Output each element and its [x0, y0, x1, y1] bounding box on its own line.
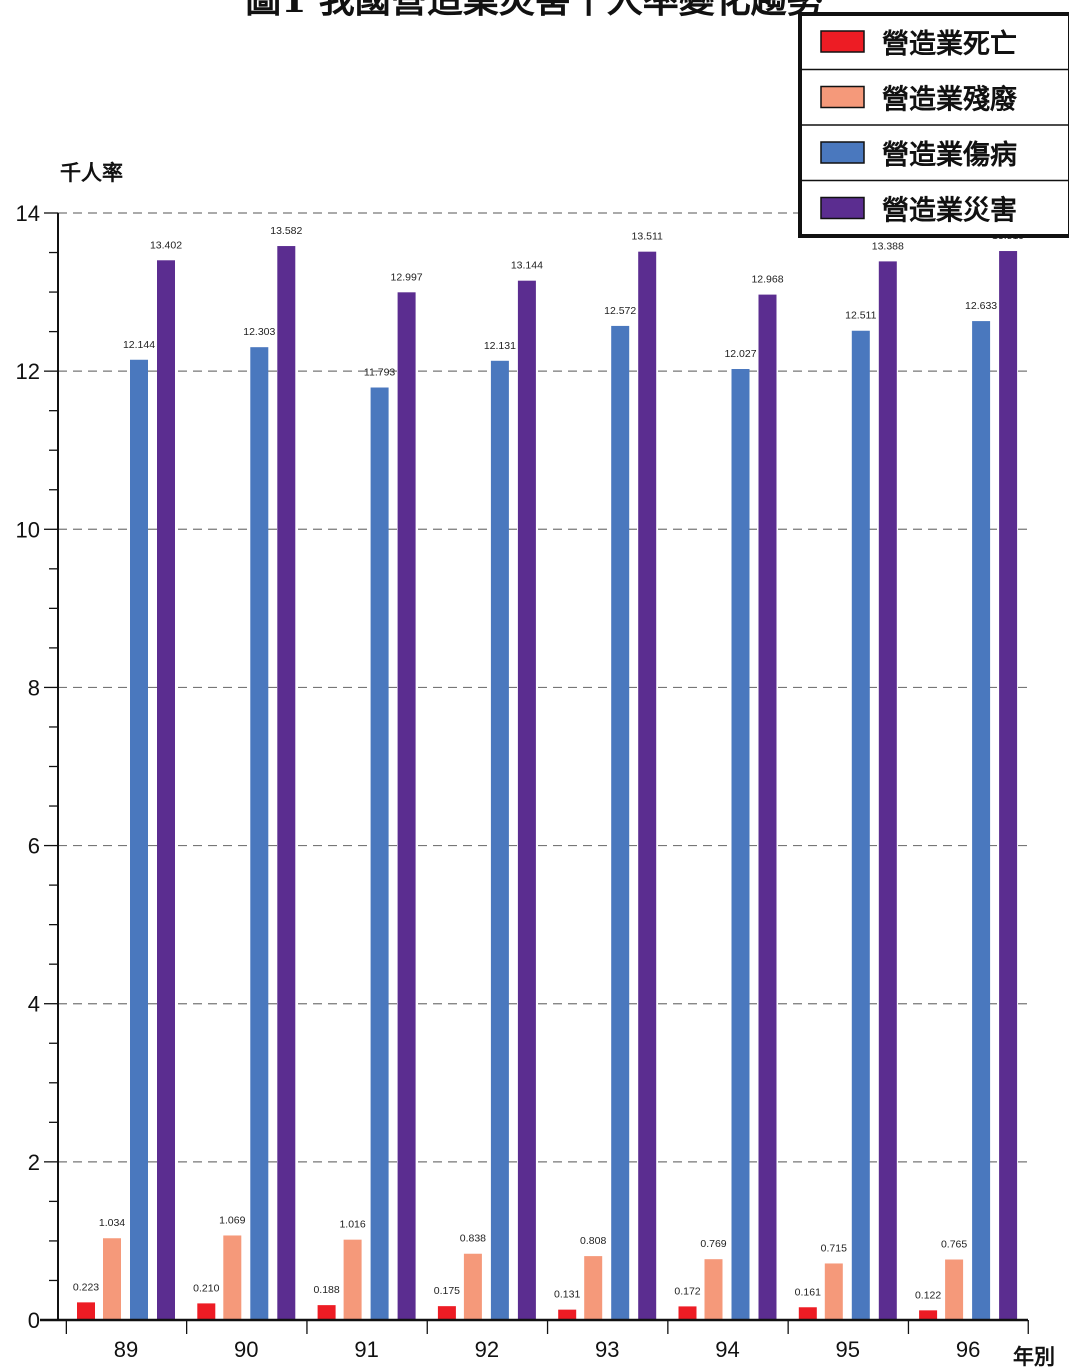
data-label-95-series-1: 0.161: [795, 1286, 821, 1298]
x-tick-label-89: 89: [114, 1337, 138, 1362]
bar-96-series-3: [972, 321, 991, 1320]
data-label-89-series-3: 12.144: [123, 339, 155, 351]
bar-94-series-2: [704, 1259, 723, 1320]
x-tick-label-94: 94: [715, 1337, 739, 1362]
data-label-94-series-1: 0.172: [674, 1285, 700, 1297]
data-label-92-series-1: 0.175: [434, 1285, 460, 1297]
gridlines: [58, 212, 1028, 1163]
bar-90-series-2: [223, 1235, 242, 1320]
legend-swatch-2: [820, 85, 865, 109]
data-label-94-series-4: 12.968: [751, 274, 783, 286]
data-label-94-series-2: 0.769: [700, 1238, 726, 1250]
bar-93-series-3: [611, 325, 630, 1320]
legend-swatch-1: [820, 30, 865, 53]
bar-92-series-1: [437, 1306, 456, 1320]
bar-91-series-3: [370, 387, 389, 1321]
bar-95-series-2: [824, 1263, 843, 1320]
bar-91-series-4: [397, 292, 416, 1321]
data-label-96-series-2: 0.765: [941, 1239, 967, 1251]
bar-89-series-1: [77, 1302, 95, 1320]
bar-92-series-3: [490, 360, 509, 1320]
y-axis-title: 千人率: [60, 160, 123, 185]
data-label-92-series-4: 13.144: [511, 260, 543, 272]
y-tick-label-0: 0: [28, 1308, 40, 1333]
bar-92-series-4: [517, 280, 536, 1320]
bar-92-series-2: [463, 1253, 482, 1320]
legend-label-1: 營造業死亡: [882, 29, 1017, 60]
legend-label-2: 營造業殘廢: [882, 84, 1018, 116]
bar-89-series-2: [103, 1238, 121, 1320]
bar-96-series-2: [945, 1259, 964, 1320]
bar-94-series-3: [731, 369, 750, 1320]
y-tick-label-4: 4: [28, 992, 40, 1017]
data-label-90-series-4: 13.582: [270, 225, 302, 237]
data-label-89-series-1: 0.223: [73, 1281, 99, 1293]
data-label-95-series-3: 12.511: [845, 310, 876, 322]
bar-96-series-1: [919, 1310, 938, 1320]
bar-94-series-4: [758, 294, 777, 1321]
bar-95-series-3: [851, 330, 870, 1320]
x-tick-label-91: 91: [354, 1337, 378, 1362]
data-label-93-series-2: 0.808: [580, 1235, 606, 1247]
value-labels: 0.223 0.210 0.188 0.175 0.131 0.172 0.161 0.122…: [73, 225, 1024, 1301]
y-tick-label-2: 2: [28, 1150, 40, 1175]
ticks: 0 2 4 6 8 10 12 14 89 90 91 92 93 94 95 96: [16, 201, 1029, 1362]
data-label-92-series-3: 12.131: [484, 340, 516, 352]
data-label-91-series-3: 11.793: [364, 367, 395, 379]
data-label-90-series-1: 0.210: [193, 1282, 219, 1294]
x-axis-title: 年別: [1013, 1344, 1055, 1369]
data-label-90-series-2: 1.069: [219, 1214, 245, 1226]
data-label-95-series-2: 0.715: [821, 1242, 847, 1254]
bar-90-series-4: [277, 246, 296, 1320]
bar-89-series-3: [130, 359, 148, 1320]
data-label-92-series-2: 0.838: [460, 1233, 486, 1245]
legend-label-3: 營造業傷病: [882, 140, 1017, 171]
data-label-89-series-2: 1.034: [99, 1217, 125, 1229]
bar-89-series-4: [157, 260, 175, 1321]
data-label-89-series-4: 13.402: [150, 239, 182, 251]
data-label-96-series-3: 12.633: [965, 300, 997, 312]
bar-93-series-4: [638, 251, 657, 1321]
bar-93-series-1: [558, 1309, 577, 1320]
chart-title: 圖1 我國營造業災害千人率變化趨勢: [245, 0, 823, 21]
y-tick-label-14: 14: [16, 201, 40, 226]
bars: [77, 246, 1018, 1321]
bar-91-series-2: [343, 1239, 362, 1320]
data-label-93-series-3: 12.572: [604, 305, 636, 317]
y-tick-label-6: 6: [28, 834, 40, 859]
y-tick-label-8: 8: [28, 675, 40, 700]
bar-93-series-2: [584, 1256, 603, 1320]
legend-swatch-3: [820, 141, 865, 164]
bar-94-series-1: [678, 1306, 697, 1320]
y-tick-label-12: 12: [16, 359, 40, 384]
data-label-93-series-4: 13.511: [632, 231, 663, 243]
data-label-94-series-3: 12.027: [724, 348, 756, 360]
data-label-95-series-4: 13.388: [872, 240, 904, 252]
data-label-93-series-1: 0.131: [554, 1289, 580, 1301]
bar-90-series-1: [197, 1303, 216, 1320]
data-label-90-series-3: 12.303: [243, 326, 275, 338]
data-label-91-series-4: 12.997: [391, 271, 423, 283]
x-tick-label-92: 92: [475, 1337, 499, 1362]
x-tick-label-96: 96: [956, 1337, 980, 1362]
bar-96-series-4: [999, 251, 1018, 1321]
data-label-96-series-1: 0.122: [915, 1289, 941, 1301]
bar-90-series-3: [250, 347, 269, 1320]
bar-95-series-4: [878, 261, 897, 1320]
legend-label-4: 營造業災害: [882, 195, 1017, 227]
legend-swatch-4: [820, 196, 865, 220]
x-tick-label-95: 95: [836, 1337, 860, 1362]
bar-95-series-1: [798, 1307, 817, 1320]
y-tick-label-10: 10: [16, 517, 40, 542]
data-label-91-series-2: 1.016: [339, 1219, 365, 1231]
bar-91-series-1: [317, 1305, 336, 1320]
x-tick-label-90: 90: [234, 1337, 258, 1362]
x-tick-label-93: 93: [595, 1337, 619, 1362]
data-label-91-series-1: 0.188: [313, 1284, 339, 1296]
